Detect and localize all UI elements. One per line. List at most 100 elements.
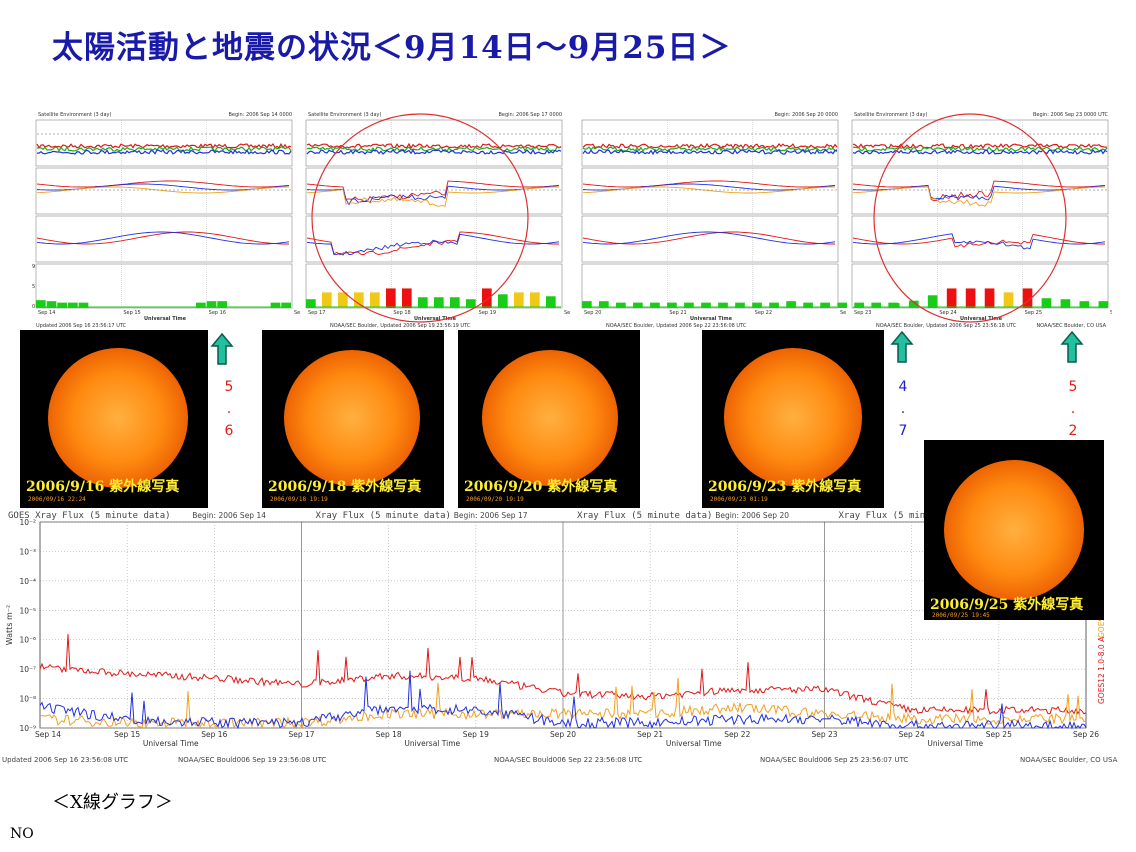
y-tick-label: 10⁻⁶ [19, 636, 36, 645]
kp-bar [616, 302, 626, 308]
panel-frame [851, 167, 1109, 215]
xray-graph-caption: ＜X線グラフ＞ [52, 792, 173, 813]
kp-bar [57, 302, 67, 308]
kp-bar [322, 292, 332, 308]
panel-frame [35, 215, 293, 263]
satellite-panel: Satellite Environment (3 day) Begin: 2006… [851, 112, 1112, 329]
panel-frame [581, 215, 839, 263]
x-tick-label: Sep 21 [637, 730, 663, 739]
panel-frame [305, 215, 563, 263]
panel-frame [851, 215, 1109, 263]
kp-bar [803, 302, 813, 308]
panel-header: Satellite Environment (3 day) [308, 112, 382, 118]
kp-bar [338, 292, 348, 308]
kp-bar [68, 302, 78, 308]
kp-bar [650, 302, 660, 308]
sun-timestamp: 2006/09/20 19:19 [466, 496, 524, 503]
day-label: Se [840, 310, 846, 316]
electron-flux-line [852, 185, 1106, 201]
electron-flux-line [852, 180, 1106, 202]
day-label: Sep 14 [38, 310, 55, 316]
proton-flux-line [36, 142, 292, 150]
day-label: Sep 17 [308, 310, 325, 316]
day-label: Sep 23 [854, 310, 871, 316]
kp-bar [434, 297, 444, 308]
sun-caption: 2006/9/16 紫外線写真 [26, 479, 180, 495]
sun-image-0916: 2006/9/16 紫外線写真 2006/09/16 22:24 [20, 330, 208, 508]
x-axis-label: Universal Time [404, 739, 460, 748]
day-label: Sep 15 [123, 310, 140, 316]
panel-title: Xray Flux (5 minute data) [577, 511, 712, 521]
kp-bar [1079, 301, 1090, 308]
kp-bar [78, 302, 89, 308]
hp-line [306, 231, 559, 256]
y-tick-label: 10⁻⁵ [19, 606, 36, 615]
series-line [39, 670, 1087, 730]
x-axis-label: Universal Time [414, 316, 457, 322]
hp-line [36, 231, 290, 245]
panel-frame [35, 167, 293, 215]
y-tick-label: 10⁻² [19, 518, 36, 527]
satellite-environment-charts: Satellite Environment (3 day) Begin: 2006… [32, 112, 1112, 329]
y-axis-label: Watts m⁻² [5, 605, 14, 646]
kp-tick: 0 [32, 304, 35, 310]
hp-line [852, 233, 1105, 248]
kp-bar [450, 297, 460, 308]
legend-entry: GOES12 1.0-8.0 A [1097, 636, 1106, 704]
kp-bar [206, 301, 217, 308]
kp-bar [984, 288, 995, 308]
hp-line [852, 233, 1106, 250]
footer-right: NOAA/SEC Boulder, CO USA [1036, 323, 1106, 329]
x-tick-label: Sep 23 [811, 730, 837, 739]
magnitude-label: 5 . 2 [1068, 379, 1078, 439]
day-label: Se [294, 310, 300, 316]
sun-caption: 2006/9/20 紫外線写真 [464, 479, 618, 495]
x-axis-label: Universal Time [960, 316, 1003, 322]
kp-tick: 5 [32, 284, 35, 290]
x-tick-label: Sep 24 [899, 730, 925, 739]
footnote: NO [10, 826, 34, 842]
begin-label: Begin: 2006 Sep 14 [192, 511, 266, 520]
sun-timestamp: 2006/09/25 19:45 [932, 612, 990, 619]
kp-tick: 9 [32, 264, 35, 270]
updated-label: Updated 2006 Sep 16 23:56:08 UTC [2, 756, 128, 764]
hp-line [36, 231, 289, 245]
updated-label: NOAA/SEC Boulder, Updated 2006 Sep 19 23… [330, 323, 471, 329]
satellite-panel: Satellite Environment (3 day) Begin: 2006… [305, 112, 570, 329]
x-tick-label: Sep 14 [35, 730, 61, 739]
panel-header: Satellite Environment (3 day) [854, 112, 928, 118]
panel-frame [305, 119, 563, 167]
x-axis-label: Universal Time [143, 739, 199, 748]
highlight-circle [873, 113, 1067, 323]
proton-flux-line [37, 149, 292, 155]
satellite-panel: Begin: 2006 Sep 20 0000 Sep 20 Sep 21 Sep 2… [581, 112, 899, 329]
sun-timestamp: 2006/09/18 19:19 [270, 496, 328, 503]
kp-bar [582, 301, 592, 308]
panel-begin: Begin: 2006 Sep 20 0000 [774, 112, 838, 118]
hp-line [582, 231, 835, 245]
magnitude-label: 5 . 6 [224, 379, 234, 439]
x-axis-label: Universal Time [666, 739, 722, 748]
satellite-panel: Satellite Environment (3 day) Begin: 2006… [32, 112, 300, 329]
kp-bar [46, 301, 57, 308]
kp-bar [514, 292, 524, 308]
kp-bar [854, 302, 864, 308]
highlight-circle [311, 113, 529, 323]
kp-bar [418, 297, 428, 308]
kp-bar [354, 292, 364, 308]
proton-flux-line [36, 145, 292, 153]
kp-bar [684, 302, 694, 308]
electron-flux-line [36, 180, 290, 188]
proton-flux-line [852, 143, 1108, 149]
proton-flux-line [852, 146, 1108, 152]
kp-bar [530, 292, 540, 308]
x-axis-label: Universal Time [144, 316, 187, 322]
panel-header: Satellite Environment (3 day) [38, 112, 112, 118]
y-tick-label: 10⁻⁹ [19, 724, 36, 733]
kp-bar [667, 302, 677, 308]
x-tick-label: Sep 22 [724, 730, 750, 739]
panel-title: Xray Flux (5 minute data) [316, 511, 451, 521]
up-arrow-icon [210, 332, 234, 365]
day-label: Sep 24 [939, 310, 956, 316]
x-tick-label: Sep 16 [201, 730, 227, 739]
